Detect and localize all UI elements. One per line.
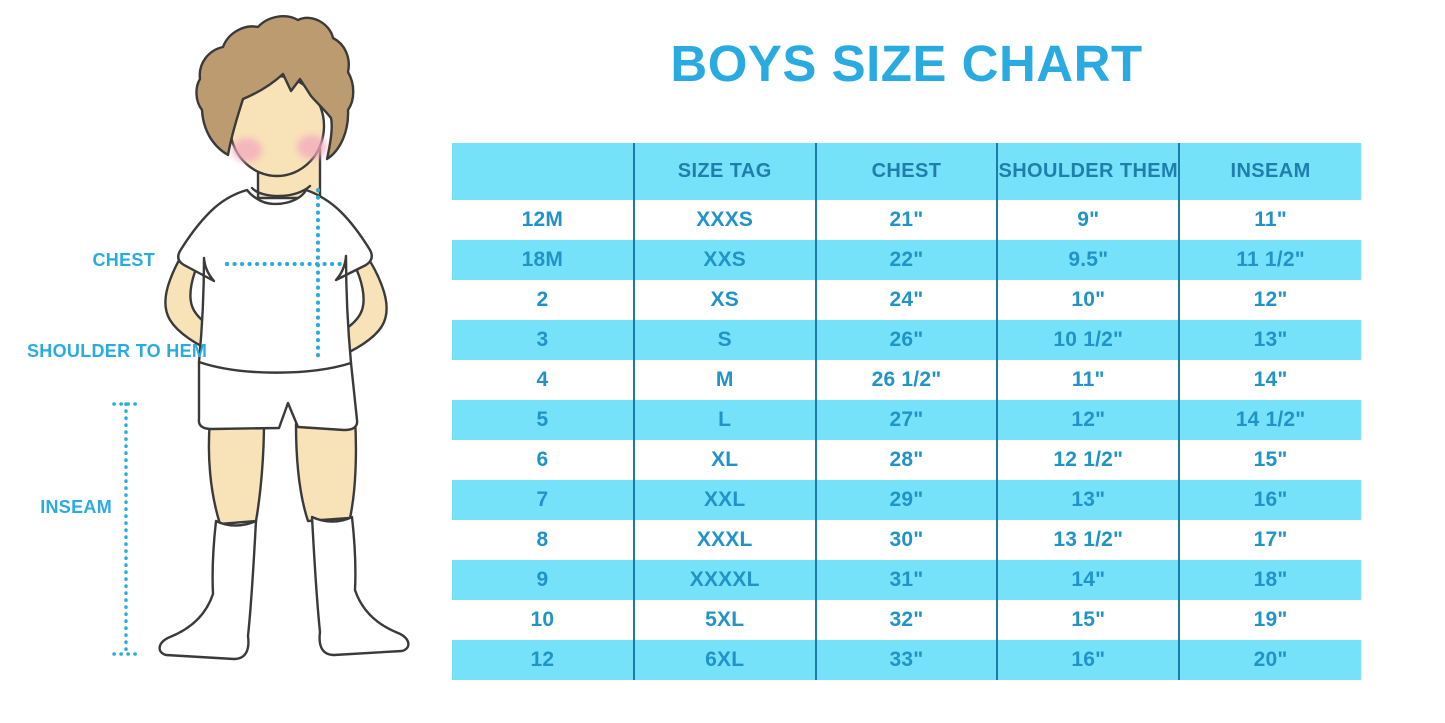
hair — [195, 15, 355, 161]
table-cell: 9.5" — [996, 240, 1180, 280]
table-cell: 18" — [1178, 560, 1361, 600]
table-cell: 26" — [814, 320, 998, 360]
inseam-measure-line — [112, 402, 142, 656]
table-cell: 19" — [1178, 600, 1361, 640]
table-row: 5 L 27" 12" 14 1/2" — [452, 400, 1361, 440]
table-cell: 5XL — [632, 600, 816, 640]
table-cell: S — [632, 320, 816, 360]
table-cell: 6XL — [632, 640, 816, 680]
table-cell: 12" — [996, 400, 1180, 440]
column-header: CHEST — [814, 143, 998, 200]
right-cheek — [297, 135, 327, 159]
size-table-body: 12M XXXS 21" 9" 11" 18M XXS 22" 9.5" 11 1/2" 2 XS 24… — [452, 200, 1361, 680]
table-cell: 10" — [996, 280, 1180, 320]
boy-illustration — [112, 15, 410, 661]
table-cell: 3 — [452, 320, 634, 360]
table-cell: 16" — [996, 640, 1180, 680]
table-cell: 28" — [814, 440, 998, 480]
table-cell: 8 — [536, 528, 549, 551]
table-cell: 10 — [530, 608, 555, 631]
table-cell: 30" — [814, 520, 998, 560]
table-row: 7 XXL 29" 13" 16" — [452, 480, 1361, 520]
table-cell: 24" — [814, 280, 998, 320]
chest-label: CHEST — [92, 250, 155, 270]
table-cell: 22" — [814, 240, 998, 280]
shoulder-to-hem-label: SHOULDER TO HEM — [27, 341, 208, 361]
left-leg — [207, 418, 266, 526]
table-row: 12M XXXS 21" 9" 11" — [452, 200, 1361, 240]
size-table-wrap: SIZE TAG CHEST SHOULDER THEM INSEAM 12M XXXS… — [452, 143, 1361, 680]
table-cell: 5 — [452, 400, 634, 440]
table-row: 18M XXS 22" 9.5" 11 1/2" — [452, 240, 1361, 280]
table-cell: 11" — [1178, 200, 1361, 240]
header-row: SIZE TAG CHEST SHOULDER THEM INSEAM — [452, 143, 1361, 200]
table-cell: 14" — [1178, 360, 1361, 400]
table-cell: 6 — [536, 448, 549, 471]
table-cell: 12 1/2" — [996, 440, 1180, 480]
table-row: 6 XL 28" 12 1/2" 15" — [452, 440, 1361, 480]
table-cell: 11 1/2" — [1178, 240, 1361, 280]
table-cell: 9" — [996, 200, 1180, 240]
table-cell: 26 1/2" — [814, 360, 998, 400]
column-header: INSEAM — [1178, 143, 1361, 200]
table-cell: 13 1/2" — [996, 520, 1180, 560]
left-cheek — [232, 138, 262, 162]
table-cell: 16" — [1178, 480, 1361, 520]
table-row: 2 XS 24" 10" 12" — [452, 280, 1361, 320]
table-cell: 17" — [1178, 520, 1361, 560]
table-cell: 13" — [996, 480, 1180, 520]
shirt — [177, 188, 373, 374]
table-cell: 15" — [1178, 440, 1361, 480]
table-cell: 7 — [452, 480, 634, 520]
table-cell: 12M — [521, 208, 564, 231]
table-cell: XXL — [632, 480, 816, 520]
page-title: BOYS SIZE CHART — [670, 35, 1143, 92]
table-cell: 29" — [814, 480, 998, 520]
table-cell: M — [632, 360, 816, 400]
table-row: 9 XXXXL 31" 14" 18" — [452, 560, 1361, 600]
table-row: 8 XXXL 30" 13 1/2" 17" — [452, 520, 1361, 560]
table-cell: XXXS — [632, 200, 816, 240]
left-sock — [158, 519, 258, 661]
table-cell: 2 — [536, 288, 549, 311]
inseam-label: INSEAM — [40, 497, 112, 517]
collar-line — [250, 184, 312, 198]
table-cell: 4 — [536, 368, 549, 391]
table-cell: XXS — [632, 240, 816, 280]
table-cell: 13" — [1178, 320, 1361, 360]
table-cell: 15" — [996, 600, 1180, 640]
table-cell: XL — [632, 440, 816, 480]
table-cell: 11" — [996, 360, 1180, 400]
table-cell: 9 — [452, 560, 634, 600]
table-cell: 31" — [814, 560, 998, 600]
table-cell: XXXL — [632, 520, 816, 560]
table-cell: 14 1/2" — [1178, 400, 1361, 440]
table-row: 12 6XL 33" 16" 20" — [452, 640, 1361, 680]
figure-area: CHEST SHOULDER TO HEM INSEAM — [0, 0, 450, 723]
table-row: 3 S 26" 10 1/2" 13" — [452, 320, 1361, 360]
right-sock — [310, 515, 410, 657]
table-cell: XXXXL — [632, 560, 816, 600]
column-header: SIZE TAG — [632, 143, 816, 200]
table-cell: 14" — [996, 560, 1180, 600]
table-cell: 18M — [452, 240, 634, 280]
column-header — [452, 143, 634, 200]
table-cell: 10 1/2" — [996, 320, 1180, 360]
size-table: SIZE TAG CHEST SHOULDER THEM INSEAM 12M XXXS… — [452, 143, 1361, 680]
table-cell: 12 — [452, 640, 634, 680]
table-cell: 21" — [814, 200, 998, 240]
table-cell: 27" — [814, 400, 998, 440]
table-row: 4 M 26 1/2" 11" 14" — [452, 360, 1361, 400]
table-row: 10 5XL 32" 15" 19" — [452, 600, 1361, 640]
table-cell: 33" — [814, 640, 998, 680]
table-cell: L — [632, 400, 816, 440]
table-cell: 12" — [1178, 280, 1361, 320]
table-cell: 20" — [1178, 640, 1361, 680]
table-cell: 32" — [814, 600, 998, 640]
column-header: SHOULDER THEM — [996, 143, 1180, 200]
right-leg — [294, 416, 358, 523]
table-cell: XS — [632, 280, 816, 320]
